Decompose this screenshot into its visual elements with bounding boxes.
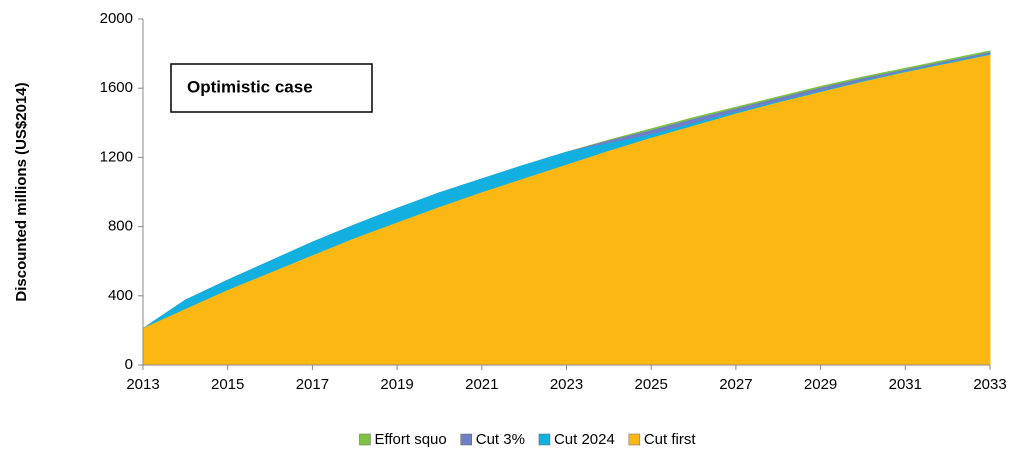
x-tick-label: 2019 [380,376,413,393]
x-tick-label: 2031 [889,376,922,393]
x-tick-label: 2033 [973,376,1006,393]
y-tick-label: 0 [125,356,133,373]
area [142,54,991,366]
x-tick-label: 2013 [126,376,159,393]
annotation: Optimistic case [187,77,313,96]
legend-swatch [359,433,371,446]
legend-label: Cut first [644,431,697,448]
x-tick-label: 2025 [635,376,668,393]
legend-label: Effort squo [374,431,446,448]
y-tick-label: 800 [108,218,133,235]
x-tick-label: 2017 [296,376,329,393]
y-tick-label: 1200 [100,148,133,165]
annotation-box [170,63,373,113]
x-tick-label: 2021 [465,376,498,393]
legend-label: Cut 3% [476,431,525,448]
y-tick-label: 400 [108,287,133,304]
legend-swatch [538,433,551,446]
y-tick-label: 2000 [100,10,133,27]
x-tick-label: 2029 [804,376,837,393]
x-tick-label: 2015 [211,376,244,393]
x-tick-label: 2027 [719,376,752,393]
legend-label: Cut 2024 [554,431,615,448]
y-tick-label: 1600 [100,79,133,96]
y-axis-label: Discounted millions (US$2014) [13,82,30,301]
legend-swatch [628,433,641,446]
legend-swatch [460,433,472,446]
x-tick-label: 2023 [550,376,583,393]
